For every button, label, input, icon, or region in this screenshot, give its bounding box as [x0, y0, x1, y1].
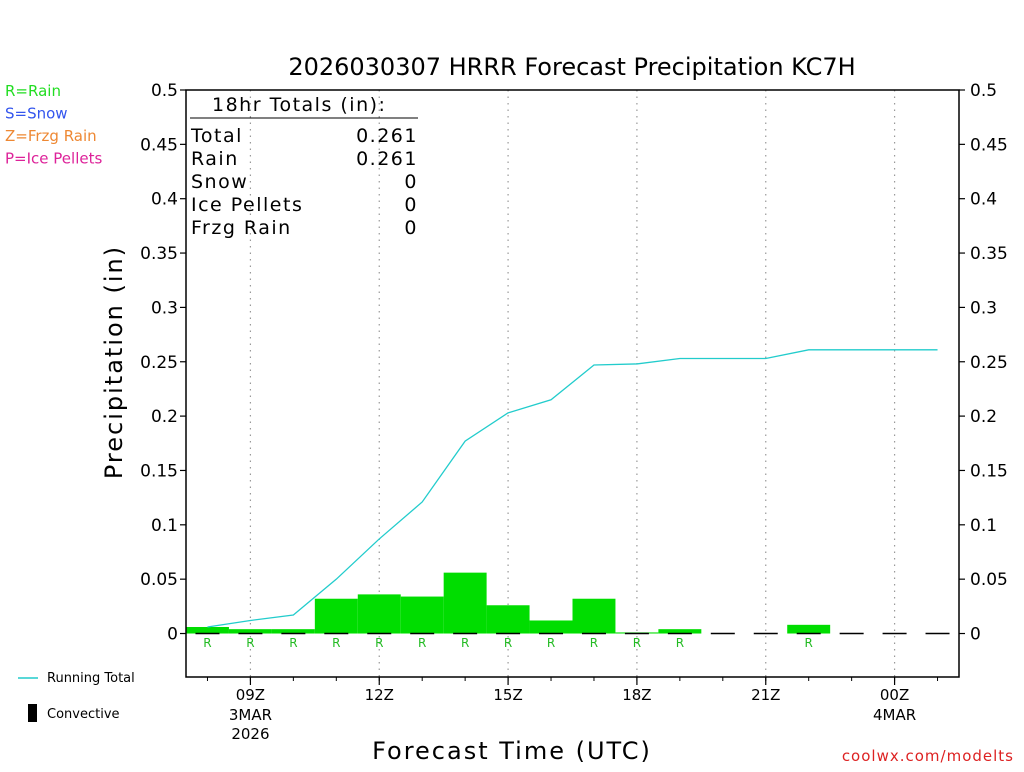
bar-hour-17: [572, 598, 616, 634]
ytick-label-left-3: 0.15: [140, 461, 178, 481]
bar-hour-10: [271, 629, 315, 634]
ytick-label-right-2: 0.1: [970, 516, 997, 536]
ytick-label-right-5: 0.25: [970, 353, 1008, 373]
y-axis-label: Precipitation (in): [100, 245, 128, 479]
ytick-label-left-5: 0.25: [140, 353, 178, 373]
ptype-label-12: R: [375, 636, 383, 650]
bar-hour-15: [486, 605, 530, 634]
totals-value-3: 0: [404, 194, 418, 216]
ytick-label-left-2: 0.1: [151, 516, 178, 536]
xtick-label-15Z: 15Z: [493, 686, 522, 704]
totals-label-3: Ice Pellets: [191, 194, 303, 216]
ptype-label-16: R: [547, 636, 555, 650]
hourly-bars: [186, 572, 831, 634]
convective-legend: Convective: [28, 704, 120, 722]
bar-hour-14: [443, 572, 487, 634]
bar-hour-12: [357, 594, 401, 634]
bar-hour-16: [529, 620, 573, 634]
legend-type-3: P=Ice Pellets: [5, 150, 102, 168]
x-axis-label: Forecast Time (UTC): [372, 737, 652, 765]
ytick-label-right-6: 0.3: [970, 298, 997, 318]
ytick-label-left-4: 0.2: [151, 407, 178, 427]
legend-type-2: Z=Frzg Rain: [5, 127, 97, 145]
xtick-label-18Z: 18Z: [622, 686, 651, 704]
y-axis-left: 0 0.05 0.1 0.15 0.2 0.25 0.3 0.35 0.4 0.45 0.5: [140, 81, 186, 645]
convective-swatch: [28, 704, 37, 722]
legend-type-1: S=Snow: [5, 105, 68, 123]
xtick-year-09Z: 2026: [231, 725, 269, 743]
chart-title: 2026030307 HRRR Forecast Precipitation K…: [288, 53, 855, 81]
ytick-label-right-9: 0.45: [970, 135, 1008, 155]
ptype-label-19: R: [676, 636, 684, 650]
totals-label-2: Snow: [191, 171, 248, 193]
totals-heading: 18hr Totals (in):: [212, 94, 386, 116]
xtick-label-21Z: 21Z: [751, 686, 780, 704]
bar-hour-19: [658, 629, 702, 634]
ytick-label-left-7: 0.35: [140, 244, 178, 264]
legend-type-0: R=Rain: [5, 82, 61, 100]
ptype-label-8: R: [203, 636, 211, 650]
bar-hour-22: [787, 624, 831, 634]
xtick-label-00Z: 00Z: [880, 686, 909, 704]
running-total-legend: Running Total: [18, 671, 135, 686]
ptype-label-11: R: [332, 636, 340, 650]
xtick-label-12Z: 12Z: [365, 686, 394, 704]
bar-hour-11: [314, 598, 358, 634]
convective-legend-label: Convective: [47, 707, 120, 722]
xtick-date-09Z: 3MAR: [229, 706, 272, 724]
running-total-line: [207, 349, 938, 628]
ptype-label-17: R: [590, 636, 598, 650]
totals-value-2: 0: [404, 171, 418, 193]
ytick-label-left-0: 0: [167, 625, 178, 645]
vertical-gridlines: [249, 90, 896, 677]
y-axis-right: 0 0.05 0.1 0.15 0.2 0.25 0.3 0.35 0.4 0.45 0.5: [959, 81, 1008, 645]
precip-type-legend: R=Rain S=Snow Z=Frzg Rain P=Ice Pellets: [5, 82, 102, 168]
ytick-label-left-1: 0.05: [140, 570, 178, 590]
totals-label-4: Frzg Rain: [191, 217, 292, 239]
bar-hour-8: [186, 626, 229, 634]
bar-hour-9: [228, 629, 272, 634]
totals-value-1: 0.261: [356, 148, 418, 170]
totals-value-0: 0.261: [356, 125, 418, 147]
ytick-label-left-8: 0.4: [151, 190, 178, 210]
ytick-label-right-10: 0.5: [970, 81, 997, 101]
ytick-label-right-8: 0.4: [970, 190, 997, 210]
ytick-label-right-7: 0.35: [970, 244, 1008, 264]
ytick-label-right-3: 0.15: [970, 461, 1008, 481]
ptype-label-22: R: [805, 636, 813, 650]
bar-hour-13: [400, 596, 444, 634]
totals-label-0: Total: [190, 125, 243, 147]
totals-box: 18hr Totals (in): Total 0.261 Rain 0.261 Sno…: [190, 94, 418, 239]
xtick-date-00Z: 4MAR: [873, 706, 916, 724]
ptype-label-18: R: [633, 636, 641, 650]
ytick-label-left-6: 0.3: [151, 298, 178, 318]
ptype-label-14: R: [461, 636, 469, 650]
running-total-legend-label: Running Total: [47, 671, 135, 686]
ytick-label-right-0: 0: [970, 625, 981, 645]
ptype-label-15: R: [504, 636, 512, 650]
ytick-label-left-10: 0.5: [151, 81, 178, 101]
totals-label-1: Rain: [191, 148, 239, 170]
ytick-label-right-1: 0.05: [970, 570, 1008, 590]
plot-frame: [185, 89, 960, 678]
ytick-label-left-9: 0.45: [140, 135, 178, 155]
ptype-label-13: R: [418, 636, 426, 650]
ptype-label-9: R: [246, 636, 254, 650]
ptype-label-10: R: [289, 636, 297, 650]
totals-value-4: 0: [404, 217, 418, 239]
credit-text: coolwx.com/modelts: [842, 747, 1014, 765]
ytick-label-right-4: 0.2: [970, 407, 997, 427]
xtick-label-09Z: 09Z: [236, 686, 265, 704]
